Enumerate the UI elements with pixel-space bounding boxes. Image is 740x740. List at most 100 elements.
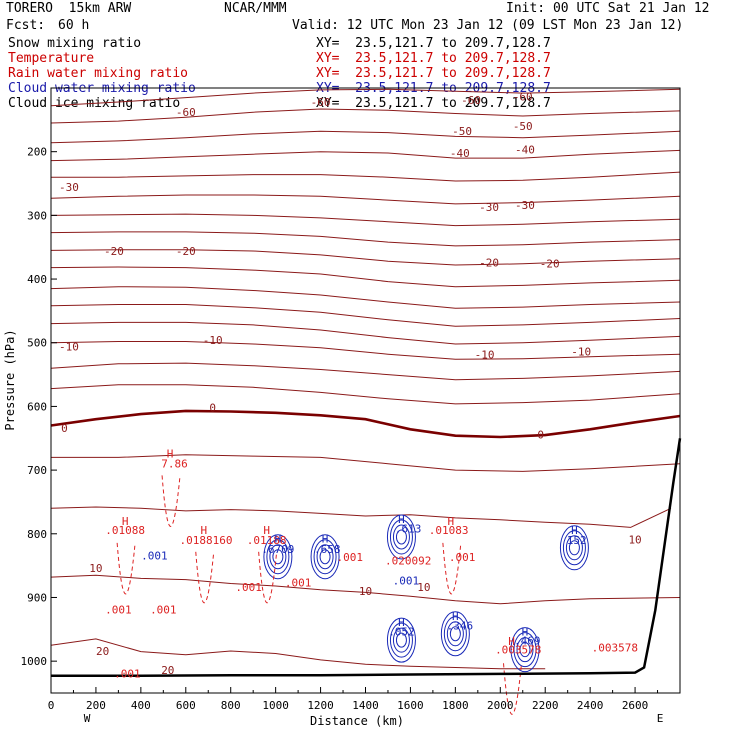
cloud-water-contour-9-1: [513, 632, 537, 668]
cloud-water-contour-14-3: [319, 549, 331, 565]
header-org: NCAR/MMM: [224, 1, 287, 16]
x-tick-label-4: 800: [221, 699, 241, 712]
isotherm-11: [50, 304, 681, 327]
legend-xy-rain: XY= 23.5,121.7 to 209.7,128.7: [316, 66, 551, 81]
isotherm-6: [50, 213, 681, 227]
isotherm-3: [50, 149, 681, 162]
rain-contour-6: [161, 475, 181, 527]
rain-water-label-2: H: [200, 524, 207, 537]
temperature-label-3: -60: [176, 106, 196, 119]
rain-contour-11: [503, 663, 523, 715]
legend-xy-temperature: XY= 23.5,121.7 to 209.7,128.7: [316, 51, 551, 66]
cloud-water-label-4: .052: [388, 626, 415, 639]
x-tick-label-7: 1400: [352, 699, 379, 712]
cloud-water-label-3: H: [398, 616, 405, 629]
cloud-water-contour-5-0: [440, 611, 470, 657]
temperature-label-22: 10: [89, 562, 102, 575]
temperature-label-14: -20: [540, 258, 560, 271]
plot-frame: [50, 87, 681, 694]
rain-water-label-15: .001: [150, 603, 177, 616]
isotherm-18: [50, 506, 672, 528]
x-tick-label-8: 1600: [397, 699, 424, 712]
rain-water-label-16: .001: [235, 581, 262, 594]
x-tick-label-11: 2200: [532, 699, 559, 712]
isotherm-10: [50, 286, 681, 309]
y-tick-label-0: 200: [27, 146, 47, 159]
cloud-water-contour-9-2: [516, 637, 534, 663]
cloud-water-label-2: .001: [393, 575, 420, 588]
temperature-label-5: -50: [513, 120, 533, 133]
hydrometeor-contours: [116, 475, 589, 715]
cloud-water-contour-14-0: [310, 534, 340, 580]
x-tick-label-10: 2000: [487, 699, 514, 712]
temperature-label-27: 20: [161, 664, 174, 677]
cloud-water-label-10: .469: [514, 635, 541, 648]
terrain-line: [51, 438, 682, 678]
legend-label-snow: Snow mixing ratio: [8, 36, 142, 51]
temperature-label-4: -50: [452, 125, 472, 138]
x-axis-title: Distance (km): [310, 714, 404, 728]
cloud-water-contour-0-1: [389, 519, 413, 555]
cloud-water-contour-14-2: [316, 544, 334, 570]
temperature-label-8: -30: [59, 181, 79, 194]
cloud-water-contour-5-2: [446, 621, 464, 647]
legend-label-cloud-ice: Cloud ice mixing ratio: [8, 96, 181, 111]
temperature-label-21: 0: [537, 428, 544, 441]
isotherm-20: [50, 638, 546, 670]
header-valid: Valid: 12 UTC Mon 23 Jan 12 (09 LST Mon …: [292, 18, 684, 33]
rain-water-label-14: .001: [114, 668, 141, 681]
x-tick-label-3: 600: [176, 699, 196, 712]
cloud-water-contour-12-2: [269, 544, 287, 570]
cloud-water-label-13: .6709: [261, 543, 294, 556]
isotherm-1: [50, 108, 681, 124]
rain-water-label-20: .003578: [592, 642, 638, 655]
y-tick-label-7: 900: [27, 591, 47, 604]
temperature-label-19: 0: [61, 422, 68, 435]
temperature-label-11: -20: [104, 245, 124, 258]
rain-water-label-1: .01088: [105, 524, 145, 537]
isotherm-17: [51, 454, 681, 472]
rain-water-label-3: .0188160: [180, 534, 233, 547]
cloud-water-contour-7-1: [562, 530, 586, 566]
temperature-label-23: 10: [359, 585, 372, 598]
cloud-water-contour-9-0: [510, 627, 540, 673]
y-tick-label-1: 300: [27, 209, 47, 222]
isotherm-0: [50, 88, 681, 107]
y-axis-title: Pressure (hPa): [3, 329, 17, 430]
cloud-water-contour-0-0: [386, 514, 416, 560]
legend-xy-cloud-ice: XY= 23.5,121.7 to 209.7,128.7: [316, 96, 551, 111]
rain-water-label-6: H: [167, 447, 174, 460]
cloud-water-contour-12-1: [266, 539, 290, 575]
cloud-water-label-0: H: [398, 513, 405, 526]
cloud-water-contour-12-0: [263, 534, 293, 580]
temperature-label-12: -20: [176, 245, 196, 258]
cloud-water-contour-7-2: [565, 535, 583, 561]
legend-label-rain: Rain water mixing ratio: [8, 66, 189, 81]
y-tick-label-2: 400: [27, 273, 47, 286]
x-tick-label-1: 200: [86, 699, 106, 712]
temperature-label-2: -60: [513, 91, 533, 104]
x-tick-label-9: 1800: [442, 699, 469, 712]
cloud-water-contour-0-2: [392, 524, 410, 550]
temperature-label-24: 10: [417, 581, 430, 594]
temperature-label-26: 20: [96, 645, 109, 658]
cloud-water-contour-12-3: [272, 549, 284, 565]
temperature-label-16: -10: [203, 334, 223, 347]
header-model: TORERO 15km ARW: [6, 1, 132, 16]
rain-contour-4: [258, 551, 278, 604]
temperature-label-18: -10: [571, 345, 591, 358]
cloud-water-label-15: .658: [314, 543, 341, 556]
header-fcst-label: Fcst:: [6, 18, 46, 33]
rain-water-label-5: .01188: [247, 534, 287, 547]
cloud-water-contour-7-3: [568, 540, 580, 556]
cloud-water-label-5: H: [452, 610, 459, 623]
rain-water-label-18: .001: [337, 551, 364, 564]
cloud-water-label-6: .346: [447, 619, 474, 632]
temperature-isotherms: [50, 88, 681, 670]
cloud-water-label-8: 152: [567, 534, 587, 547]
isotherm-14: [50, 362, 681, 381]
isotherm-12: [50, 321, 681, 345]
x-tick-label-5: 1000: [262, 699, 289, 712]
y-tick-label-5: 700: [27, 464, 47, 477]
